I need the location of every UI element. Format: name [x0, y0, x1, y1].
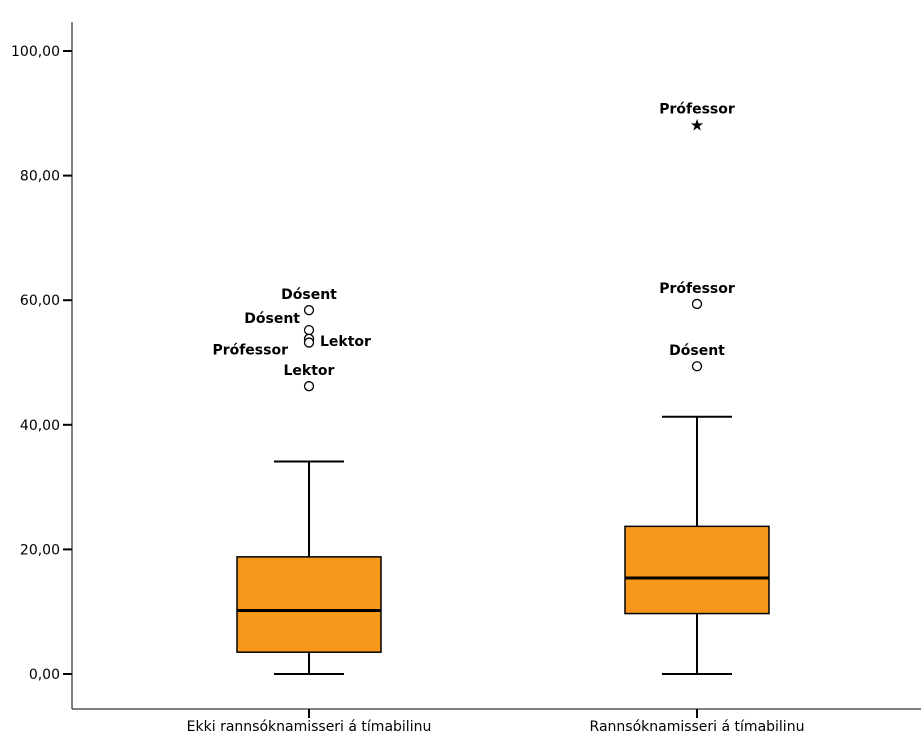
outlier-extreme-marker: ★ — [690, 116, 704, 135]
outlier-label: Dósent — [669, 343, 725, 359]
box-group — [624, 415, 770, 675]
boxplot-boxes — [236, 415, 770, 675]
y-tick-label: 60,00 — [20, 293, 60, 309]
outlier-label: Dósent — [244, 311, 300, 327]
outlier-label: Dósent — [281, 287, 337, 303]
boxplot-outliers: DósentDósentLektorPrófessorLektor★Prófes… — [212, 102, 735, 392]
y-tick-label: 0,00 — [29, 667, 60, 683]
x-axis-ticks: Ekki rannsóknamisseri á tímabilinu Rannsó… — [187, 709, 805, 735]
outlier-label: Lektor — [320, 334, 371, 350]
outlier-marker — [691, 298, 703, 310]
box-group — [236, 460, 382, 675]
outlier-marker — [303, 337, 315, 348]
y-tick-label: 20,00 — [20, 542, 60, 558]
x-category-label: Rannsóknamisseri á tímabilinu — [590, 719, 805, 735]
outlier-marker — [691, 361, 703, 372]
y-tick-label: 100,00 — [11, 44, 60, 60]
outlier-marker — [303, 381, 315, 392]
outlier-label: Prófessor — [659, 102, 735, 118]
outlier-label: Prófessor — [659, 281, 735, 297]
outlier-label: Lektor — [284, 363, 335, 379]
outlier-marker — [303, 305, 315, 316]
outlier-label: Prófessor — [212, 343, 288, 359]
y-tick-label: 40,00 — [20, 418, 60, 434]
x-category-label: Ekki rannsóknamisseri á tímabilinu — [187, 719, 432, 735]
iqr-box — [236, 556, 382, 653]
y-axis-ticks: 0,00 20,00 40,00 60,00 80,00 100,00 — [11, 44, 72, 683]
outlier-marker — [303, 324, 315, 336]
y-tick-label: 80,00 — [20, 169, 60, 185]
iqr-box — [624, 525, 770, 615]
